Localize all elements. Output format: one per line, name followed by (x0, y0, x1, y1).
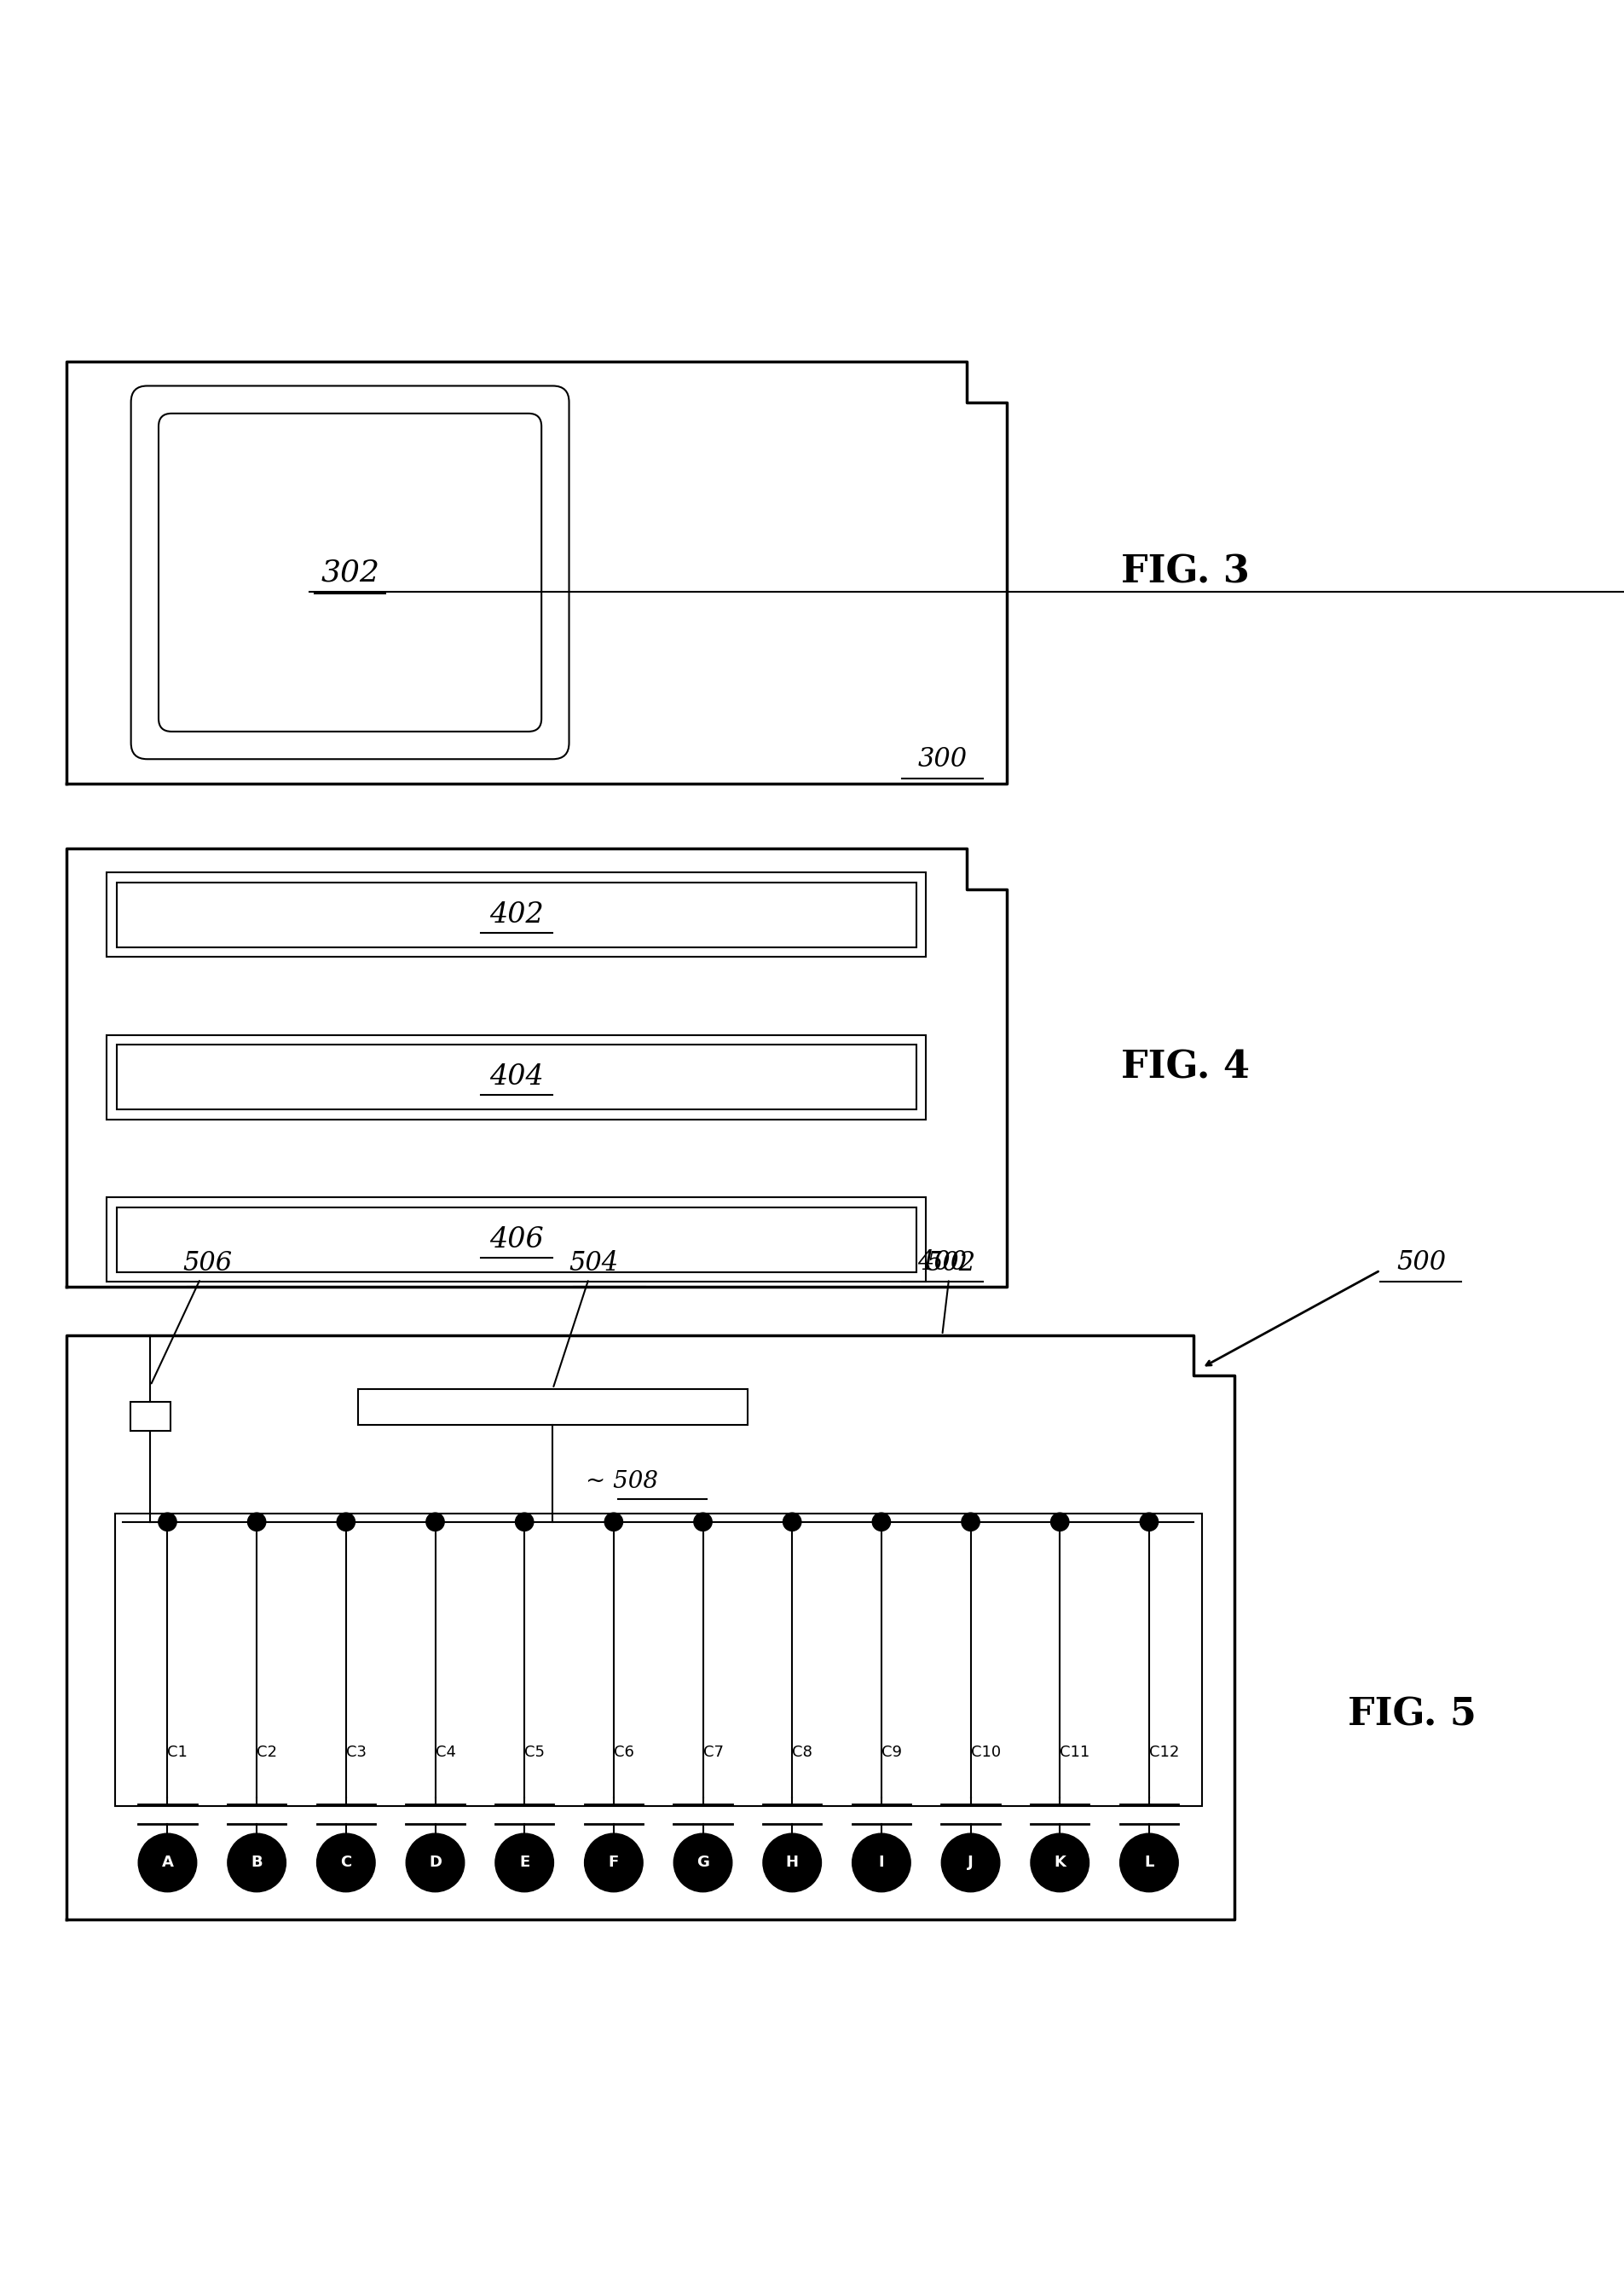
Text: FIG. 3: FIG. 3 (1121, 554, 1249, 591)
Text: K: K (1054, 1854, 1065, 1870)
Text: E: E (520, 1854, 529, 1870)
Circle shape (1119, 1834, 1177, 1891)
Text: 502: 502 (926, 1250, 974, 1332)
Text: 300: 300 (918, 746, 966, 773)
Circle shape (406, 1834, 464, 1891)
Text: ~ 508: ~ 508 (585, 1469, 658, 1492)
Circle shape (763, 1834, 820, 1891)
Circle shape (1051, 1512, 1069, 1531)
Text: 504: 504 (554, 1250, 619, 1387)
Text: C11: C11 (1059, 1745, 1090, 1761)
Text: C6: C6 (614, 1745, 633, 1761)
Circle shape (1030, 1834, 1088, 1891)
Text: I: I (879, 1854, 883, 1870)
Bar (117, 1207, 916, 1273)
Bar (117, 883, 916, 947)
Bar (130, 1403, 171, 1430)
Text: A: A (161, 1854, 174, 1870)
Text: C3: C3 (346, 1745, 367, 1761)
Circle shape (158, 1512, 177, 1531)
Circle shape (247, 1512, 266, 1531)
Text: FIG. 5: FIG. 5 (1348, 1697, 1476, 1734)
Text: C10: C10 (970, 1745, 1000, 1761)
Bar (107, 1036, 926, 1120)
Circle shape (317, 1834, 375, 1891)
Text: C9: C9 (880, 1745, 901, 1761)
Text: 404: 404 (489, 1063, 542, 1090)
Text: C4: C4 (435, 1745, 455, 1761)
Text: 400: 400 (918, 1250, 966, 1275)
Text: C12: C12 (1148, 1745, 1179, 1761)
Text: FIG. 4: FIG. 4 (1121, 1049, 1249, 1086)
Circle shape (515, 1512, 533, 1531)
Circle shape (495, 1834, 554, 1891)
Circle shape (872, 1512, 890, 1531)
Text: 402: 402 (489, 901, 542, 928)
Text: 506: 506 (151, 1250, 232, 1382)
Bar (115, 1515, 1202, 1807)
Bar (357, 1389, 747, 1426)
Circle shape (604, 1512, 622, 1531)
Text: C: C (339, 1854, 351, 1870)
Text: B: B (250, 1854, 263, 1870)
Circle shape (693, 1512, 711, 1531)
Text: H: H (786, 1854, 797, 1870)
Circle shape (851, 1834, 909, 1891)
Text: 406: 406 (489, 1225, 542, 1252)
Circle shape (425, 1512, 443, 1531)
Circle shape (940, 1834, 999, 1891)
Circle shape (783, 1512, 801, 1531)
Text: C1: C1 (167, 1745, 188, 1761)
Text: C2: C2 (257, 1745, 278, 1761)
Text: F: F (607, 1854, 619, 1870)
Bar (117, 1045, 916, 1109)
Text: G: G (697, 1854, 710, 1870)
Circle shape (336, 1512, 356, 1531)
Text: C7: C7 (703, 1745, 723, 1761)
Text: L: L (1143, 1854, 1153, 1870)
Circle shape (138, 1834, 197, 1891)
Bar (107, 874, 926, 958)
Text: D: D (429, 1854, 442, 1870)
Circle shape (1140, 1512, 1158, 1531)
Circle shape (674, 1834, 732, 1891)
Text: 500: 500 (1395, 1250, 1445, 1275)
Circle shape (585, 1834, 643, 1891)
Bar (107, 1198, 926, 1282)
Text: 302: 302 (320, 559, 380, 586)
Text: C8: C8 (793, 1745, 812, 1761)
Circle shape (961, 1512, 979, 1531)
Text: J: J (968, 1854, 973, 1870)
Text: C5: C5 (525, 1745, 544, 1761)
Circle shape (227, 1834, 286, 1891)
